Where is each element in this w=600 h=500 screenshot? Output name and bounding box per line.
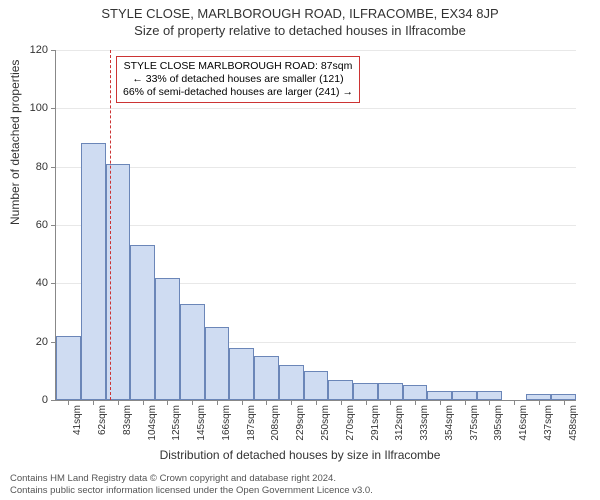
histogram-bar: [378, 383, 403, 401]
ytick-mark: [51, 108, 56, 109]
ytick-mark: [51, 400, 56, 401]
xtick-label: 229sqm: [295, 405, 306, 441]
xtick-mark: [440, 400, 441, 405]
xtick-mark: [341, 400, 342, 405]
xtick-label: 41sqm: [72, 405, 83, 435]
xtick-mark: [489, 400, 490, 405]
ytick-mark: [51, 225, 56, 226]
xtick-mark: [93, 400, 94, 405]
ytick-label: 100: [18, 102, 48, 114]
xtick-label: 333sqm: [419, 405, 430, 441]
xtick-label: 291sqm: [370, 405, 381, 441]
histogram-bar: [403, 385, 428, 400]
xtick-label: 312sqm: [394, 405, 405, 441]
histogram-bar: [56, 336, 81, 400]
chart-subtitle: Size of property relative to detached ho…: [0, 21, 600, 38]
xtick-mark: [143, 400, 144, 405]
xtick-mark: [390, 400, 391, 405]
ytick-mark: [51, 167, 56, 168]
xtick-mark: [415, 400, 416, 405]
xtick-mark: [217, 400, 218, 405]
ytick-label: 80: [18, 161, 48, 173]
xtick-mark: [242, 400, 243, 405]
attribution-line: Contains public sector information licen…: [10, 485, 373, 496]
xtick-mark: [316, 400, 317, 405]
chart-container: STYLE CLOSE, MARLBOROUGH ROAD, ILFRACOMB…: [0, 0, 600, 500]
xtick-label: 437sqm: [543, 405, 554, 441]
xtick-label: 208sqm: [270, 405, 281, 441]
ytick-label: 20: [18, 336, 48, 348]
property-marker-line: [110, 50, 111, 400]
xtick-mark: [266, 400, 267, 405]
page-title: STYLE CLOSE, MARLBOROUGH ROAD, ILFRACOMB…: [0, 0, 600, 21]
histogram-bar: [130, 245, 155, 400]
xtick-label: 375sqm: [469, 405, 480, 441]
histogram-bar: [452, 391, 477, 400]
histogram-bar: [205, 327, 230, 400]
histogram-bar: [427, 391, 452, 400]
plot-region: 02040608010012041sqm62sqm83sqm104sqm125s…: [55, 50, 576, 401]
histogram-bar: [254, 356, 279, 400]
xtick-mark: [465, 400, 466, 405]
histogram-bar: [180, 304, 205, 400]
xtick-label: 250sqm: [320, 405, 331, 441]
xtick-label: 145sqm: [196, 405, 207, 441]
xtick-mark: [167, 400, 168, 405]
histogram-bar: [304, 371, 329, 400]
xtick-label: 166sqm: [221, 405, 232, 441]
xtick-label: 416sqm: [518, 405, 529, 441]
xtick-mark: [192, 400, 193, 405]
attribution-text: Contains HM Land Registry data © Crown c…: [10, 473, 373, 496]
xtick-label: 458sqm: [568, 405, 579, 441]
ytick-mark: [51, 50, 56, 51]
annotation-line: STYLE CLOSE MARLBOROUGH ROAD: 87sqm: [123, 60, 353, 73]
xtick-label: 62sqm: [97, 405, 108, 435]
ytick-label: 120: [18, 44, 48, 56]
xtick-mark: [118, 400, 119, 405]
gridline: [56, 225, 576, 226]
histogram-bar: [229, 348, 254, 401]
xtick-label: 104sqm: [147, 405, 158, 441]
histogram-bar: [106, 164, 131, 400]
x-axis-label: Distribution of detached houses by size …: [0, 448, 600, 462]
gridline: [56, 167, 576, 168]
xtick-mark: [564, 400, 565, 405]
xtick-mark: [366, 400, 367, 405]
histogram-bar: [477, 391, 502, 400]
gridline: [56, 50, 576, 51]
histogram-bar: [81, 143, 106, 400]
xtick-label: 270sqm: [345, 405, 356, 441]
gridline: [56, 108, 576, 109]
histogram-bar: [279, 365, 304, 400]
ytick-label: 40: [18, 277, 48, 289]
ytick-label: 0: [18, 394, 48, 406]
xtick-label: 395sqm: [493, 405, 504, 441]
xtick-label: 83sqm: [122, 405, 133, 435]
xtick-label: 354sqm: [444, 405, 455, 441]
xtick-label: 125sqm: [171, 405, 182, 441]
xtick-mark: [539, 400, 540, 405]
xtick-mark: [514, 400, 515, 405]
histogram-bar: [328, 380, 353, 400]
xtick-mark: [291, 400, 292, 405]
ytick-mark: [51, 283, 56, 284]
histogram-bar: [155, 278, 180, 401]
xtick-label: 187sqm: [246, 405, 257, 441]
attribution-line: Contains HM Land Registry data © Crown c…: [10, 473, 373, 484]
xtick-mark: [68, 400, 69, 405]
annotation-box: STYLE CLOSE MARLBOROUGH ROAD: 87sqm← 33%…: [116, 56, 360, 103]
annotation-line: ← 33% of detached houses are smaller (12…: [123, 73, 353, 86]
chart-area: 02040608010012041sqm62sqm83sqm104sqm125s…: [55, 50, 575, 400]
ytick-label: 60: [18, 219, 48, 231]
annotation-line: 66% of semi-detached houses are larger (…: [123, 86, 353, 99]
histogram-bar: [353, 383, 378, 401]
y-axis-label: Number of detached properties: [8, 60, 22, 225]
